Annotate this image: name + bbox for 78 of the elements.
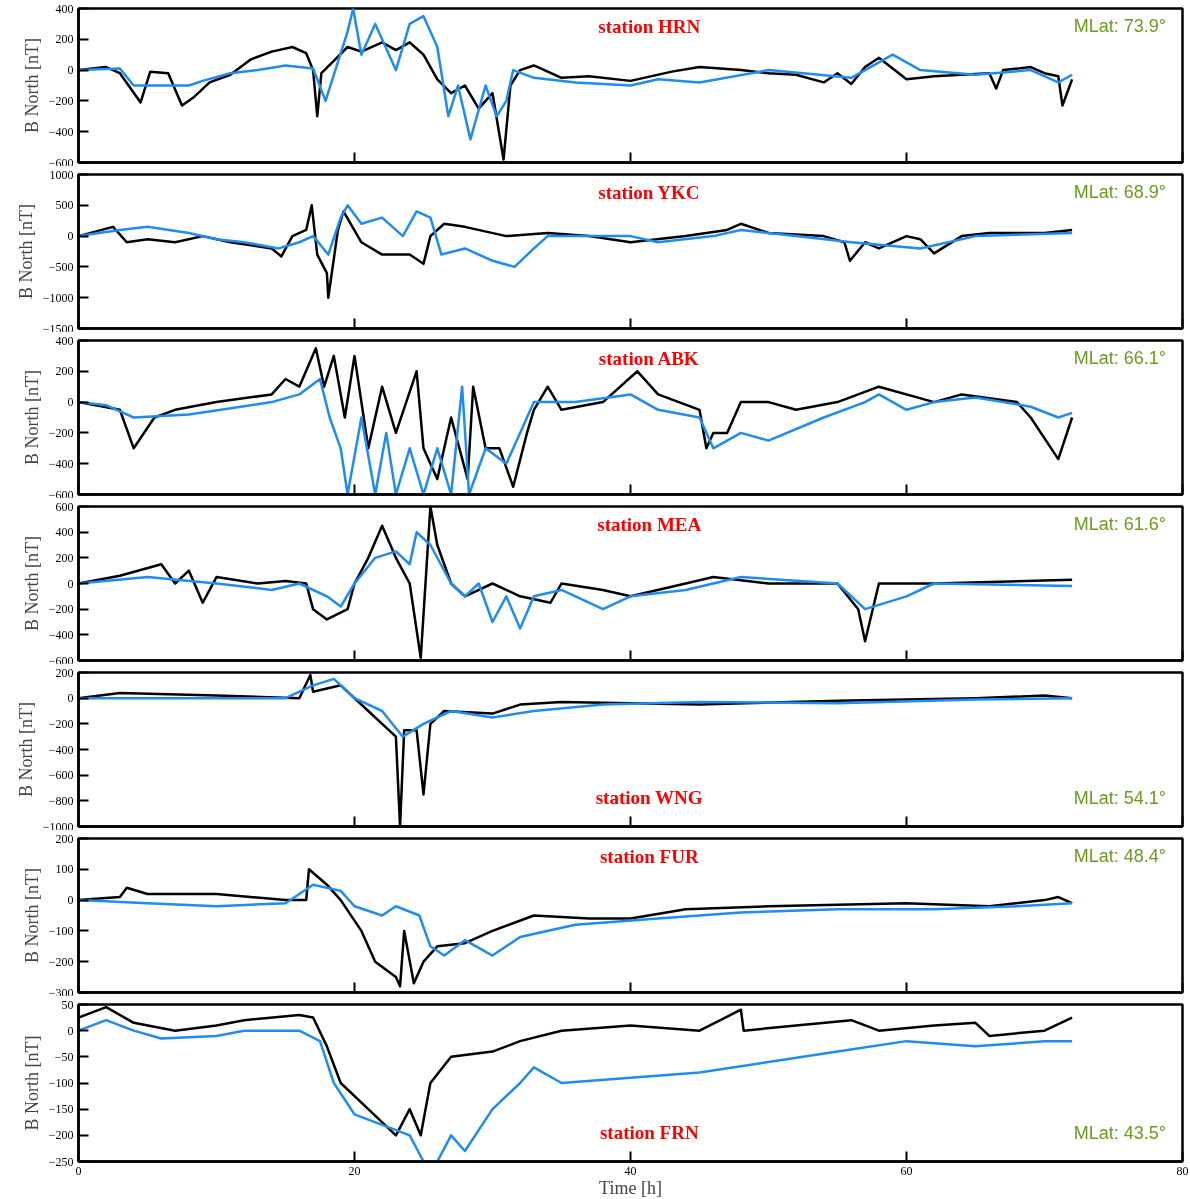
- y-tick-label: −400: [48, 456, 74, 471]
- y-tick-label: 400: [55, 333, 74, 348]
- x-axis-title: Time [h]: [599, 1177, 662, 1198]
- y-tick-label: 200: [55, 364, 74, 379]
- y-axis-title: B North [nT]: [21, 370, 42, 465]
- y-tick-label: 1000: [49, 167, 74, 182]
- y-tick-label: 100: [55, 862, 74, 877]
- annotation: station FUR: [599, 846, 699, 868]
- y-tick-label: 0: [67, 63, 74, 78]
- line-series: [78, 1018, 1074, 1162]
- y-tick-label: −800: [48, 793, 74, 808]
- y-tick-label: 200: [55, 550, 74, 565]
- annotation: station MEA: [597, 514, 702, 536]
- y-tick-label: −150: [48, 1102, 74, 1117]
- y-tick-label: −1000: [42, 290, 74, 305]
- y-tick-label: −100: [48, 923, 74, 938]
- y-tick-label: 400: [55, 1, 74, 16]
- y-tick-label: 600: [55, 499, 74, 514]
- y-tick-label: −600: [48, 653, 74, 668]
- y-tick-label: −250: [48, 1154, 74, 1169]
- y-tick-label: 200: [55, 665, 74, 680]
- y-axis-title: B North [nT]: [21, 868, 42, 963]
- line-series: [78, 204, 1074, 269]
- y-tick-label: 0: [67, 395, 74, 410]
- annotation: MLat: 43.5°: [1073, 1122, 1166, 1143]
- y-tick-label: −100: [48, 1076, 74, 1090]
- y-tick-label: −500: [48, 259, 74, 274]
- y-tick-label: −50: [54, 1049, 74, 1064]
- y-tick-label: −300: [48, 985, 74, 1000]
- y-tick-label: 0: [67, 229, 74, 244]
- annotation: MLat: 68.9°: [1073, 182, 1166, 203]
- annotation: MLat: 54.1°: [1073, 788, 1166, 809]
- y-tick-label: 0: [67, 893, 74, 908]
- x-tick-label: 20: [348, 1163, 361, 1178]
- y-axis-title: B North [nT]: [21, 536, 42, 631]
- y-tick-label: −200: [48, 93, 74, 108]
- annotation: MLat: 48.4°: [1073, 846, 1166, 867]
- y-axis-title: B North [nT]: [15, 204, 36, 299]
- annotation: station WNG: [595, 787, 703, 809]
- line-series: [78, 883, 1074, 957]
- annotation: station YKC: [598, 182, 700, 204]
- x-tick-label: 60: [900, 1163, 913, 1178]
- y-tick-label: −1000: [42, 819, 74, 834]
- y-tick-label: −600: [48, 768, 74, 783]
- line-series: [78, 677, 1074, 738]
- y-axis-title: B North [nT]: [15, 702, 36, 797]
- annotation: station ABK: [598, 348, 699, 370]
- annotation: MLat: 73.9°: [1073, 16, 1166, 37]
- annotation: MLat: 66.1°: [1073, 348, 1166, 369]
- y-tick-label: −200: [48, 602, 74, 617]
- y-axis-title: B North [nT]: [21, 38, 42, 133]
- y-tick-label: −400: [48, 742, 74, 757]
- y-tick-label: 0: [67, 691, 74, 706]
- y-tick-label: −200: [48, 425, 74, 440]
- y-tick-label: −200: [48, 716, 74, 731]
- y-tick-label: −400: [48, 124, 74, 139]
- y-tick-label: 200: [55, 831, 74, 846]
- x-tick-label: 40: [624, 1163, 637, 1178]
- y-tick-label: 400: [55, 525, 74, 540]
- line-series: [78, 8, 1074, 141]
- annotation: station HRN: [598, 16, 701, 38]
- y-tick-label: −600: [48, 155, 74, 170]
- y-tick-label: −1500: [42, 321, 74, 336]
- annotation: station FRN: [599, 1121, 699, 1143]
- y-tick-label: 500: [55, 198, 74, 213]
- y-tick-label: 0: [67, 1023, 74, 1038]
- annotation: MLat: 61.6°: [1073, 514, 1166, 535]
- x-tick-label: 80: [1176, 1163, 1189, 1178]
- y-tick-label: 200: [55, 32, 74, 47]
- y-axis-title: B North [nT]: [21, 1035, 42, 1131]
- y-tick-label: −200: [48, 954, 74, 969]
- y-tick-label: 50: [61, 997, 74, 1012]
- line-series: [78, 530, 1074, 630]
- y-tick-label: −400: [48, 627, 74, 642]
- line-series: [78, 377, 1074, 495]
- y-tick-label: −600: [48, 487, 74, 502]
- y-tick-label: 0: [67, 576, 74, 591]
- y-tick-label: −200: [48, 1128, 74, 1143]
